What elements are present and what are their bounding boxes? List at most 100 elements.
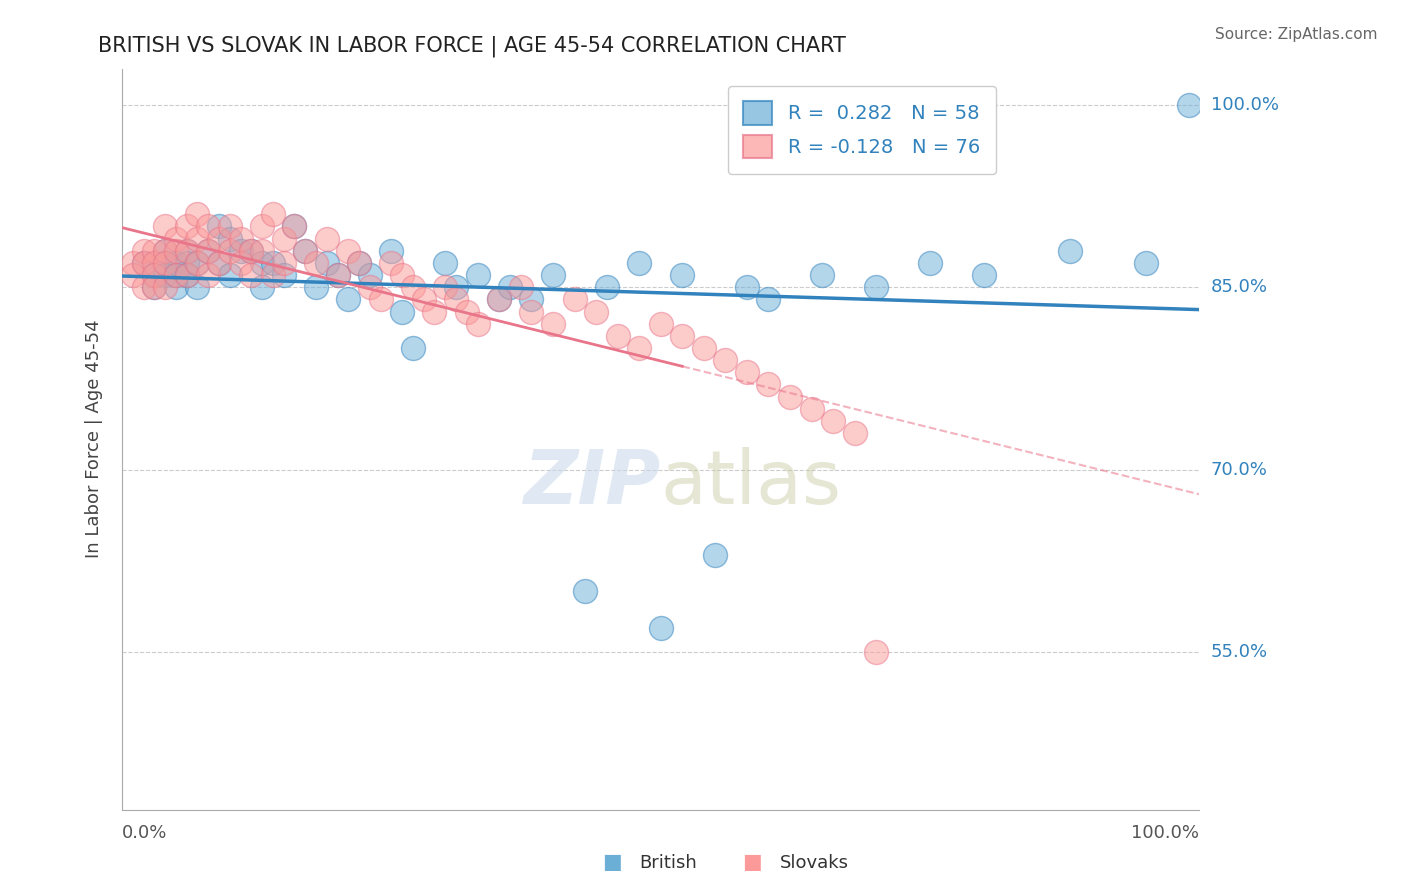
Point — [186, 280, 208, 294]
Point — [165, 280, 187, 294]
Point — [262, 256, 284, 270]
Point — [143, 280, 166, 294]
Point — [865, 280, 887, 294]
Point — [143, 268, 166, 282]
Point — [628, 341, 651, 355]
Point — [229, 244, 252, 258]
Point — [250, 280, 273, 294]
Point — [250, 219, 273, 234]
Point — [488, 293, 510, 307]
Text: ■: ■ — [742, 853, 762, 872]
Point — [628, 256, 651, 270]
Point — [143, 268, 166, 282]
Point — [467, 268, 489, 282]
Point — [434, 280, 457, 294]
Text: British: British — [640, 855, 697, 872]
Point — [218, 244, 240, 258]
Text: atlas: atlas — [661, 447, 842, 520]
Point — [391, 268, 413, 282]
Point — [574, 584, 596, 599]
Point — [153, 256, 176, 270]
Point — [208, 219, 231, 234]
Point — [197, 219, 219, 234]
Point — [283, 219, 305, 234]
Point — [844, 426, 866, 441]
Point — [337, 244, 360, 258]
Point — [444, 293, 467, 307]
Legend: R =  0.282   N = 58, R = -0.128   N = 76: R = 0.282 N = 58, R = -0.128 N = 76 — [728, 86, 995, 174]
Point — [273, 268, 295, 282]
Point — [412, 293, 434, 307]
Point — [240, 268, 263, 282]
Point — [779, 390, 801, 404]
Point — [153, 256, 176, 270]
Point — [273, 232, 295, 246]
Point — [1177, 98, 1199, 112]
Point — [186, 256, 208, 270]
Point — [186, 256, 208, 270]
Point — [197, 244, 219, 258]
Point — [541, 268, 564, 282]
Point — [315, 256, 337, 270]
Point — [132, 280, 155, 294]
Point — [758, 377, 780, 392]
Point — [337, 293, 360, 307]
Text: 100.0%: 100.0% — [1211, 96, 1278, 114]
Point — [208, 232, 231, 246]
Point — [509, 280, 531, 294]
Point — [973, 268, 995, 282]
Point — [596, 280, 619, 294]
Point — [347, 256, 370, 270]
Point — [1135, 256, 1157, 270]
Point — [240, 244, 263, 258]
Point — [391, 304, 413, 318]
Point — [176, 244, 198, 258]
Point — [229, 256, 252, 270]
Point — [326, 268, 349, 282]
Point — [650, 621, 672, 635]
Point — [315, 232, 337, 246]
Point — [176, 256, 198, 270]
Point — [176, 244, 198, 258]
Point — [121, 256, 143, 270]
Point — [326, 268, 349, 282]
Point — [650, 317, 672, 331]
Point — [165, 268, 187, 282]
Point — [564, 293, 586, 307]
Point — [693, 341, 716, 355]
Point — [703, 548, 725, 562]
Point — [197, 244, 219, 258]
Text: ■: ■ — [602, 853, 621, 872]
Point — [218, 268, 240, 282]
Point — [920, 256, 942, 270]
Point — [250, 256, 273, 270]
Point — [229, 232, 252, 246]
Point — [294, 244, 316, 258]
Point — [208, 256, 231, 270]
Point — [262, 207, 284, 221]
Point — [132, 256, 155, 270]
Text: Slovaks: Slovaks — [780, 855, 849, 872]
Point — [176, 219, 198, 234]
Point — [218, 219, 240, 234]
Text: ZIP: ZIP — [523, 447, 661, 520]
Text: 0.0%: 0.0% — [122, 824, 167, 842]
Point — [347, 256, 370, 270]
Point — [380, 256, 402, 270]
Point — [250, 244, 273, 258]
Point — [262, 268, 284, 282]
Point — [132, 256, 155, 270]
Point — [520, 293, 543, 307]
Point — [197, 268, 219, 282]
Point — [153, 268, 176, 282]
Point — [520, 304, 543, 318]
Point — [541, 317, 564, 331]
Point — [143, 280, 166, 294]
Y-axis label: In Labor Force | Age 45-54: In Labor Force | Age 45-54 — [86, 320, 103, 558]
Point — [823, 414, 845, 428]
Point — [671, 268, 693, 282]
Point — [143, 244, 166, 258]
Point — [370, 293, 392, 307]
Point — [165, 268, 187, 282]
Point — [153, 244, 176, 258]
